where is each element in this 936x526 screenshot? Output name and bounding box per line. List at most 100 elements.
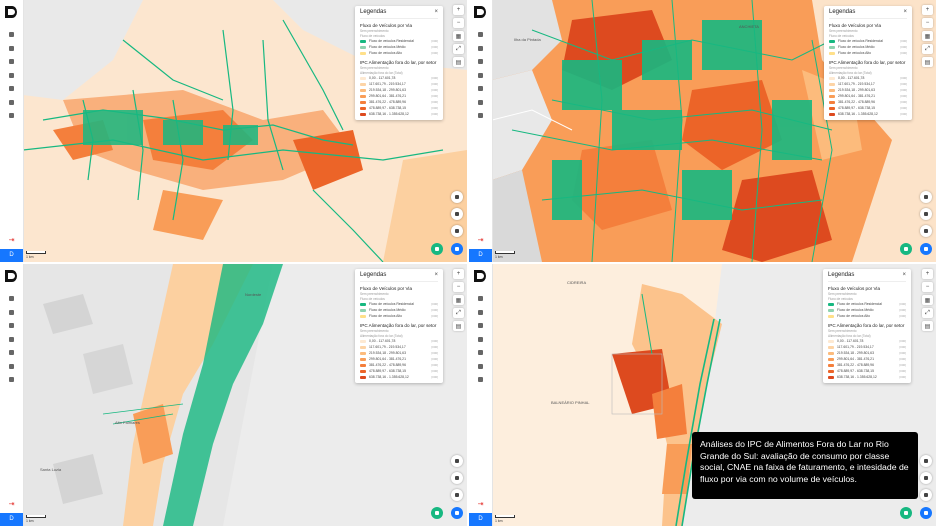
layers-tool-icon[interactable]: ▦ [453, 295, 464, 305]
zoom-out-icon[interactable]: − [453, 282, 464, 292]
zoom-out-icon[interactable]: − [922, 282, 933, 292]
print-icon[interactable] [920, 225, 932, 237]
nav-folder-icon[interactable] [6, 308, 17, 317]
logout-icon[interactable]: ⇥ [477, 501, 484, 508]
legend-item[interactable]: 219.534,18 - 299.801,63 [000] [360, 350, 438, 356]
legend-item[interactable]: Fluxo de veículos Médio [000] [828, 307, 906, 313]
legend-item[interactable]: 0,00 - 117.601,78 [000] [360, 75, 438, 81]
nav-grid-icon[interactable] [6, 84, 17, 93]
sidebar-footer[interactable]: D [0, 513, 23, 526]
legend-item[interactable]: 0,00 - 117.601,78 [000] [828, 338, 906, 344]
print-icon[interactable] [451, 489, 463, 501]
nav-layers-icon[interactable] [6, 321, 17, 330]
legend-item[interactable]: 0,00 - 117.601,78 [000] [829, 75, 907, 81]
legend-item[interactable]: Fluxo de veículos Residencial [000] [828, 301, 906, 307]
legend-item[interactable]: Fluxo de veículos Médio [000] [829, 44, 907, 50]
expand-icon[interactable]: ⤢ [922, 44, 933, 54]
nav-home-icon[interactable] [475, 294, 486, 303]
layers-tool-icon[interactable]: ▦ [922, 295, 933, 305]
whatsapp-icon[interactable] [431, 243, 443, 255]
legend-item[interactable]: 381.476,22 - 478.889,96 [000] [828, 362, 906, 368]
close-icon[interactable]: × [434, 9, 438, 15]
expand-icon[interactable]: ⤢ [453, 308, 464, 318]
legend-item[interactable]: Fluxo de veículos Alto [000] [829, 50, 907, 56]
grid-tool-icon[interactable]: ▤ [922, 57, 933, 67]
nav-help-icon[interactable] [475, 111, 486, 120]
close-icon[interactable]: × [902, 272, 906, 278]
nav-settings-icon[interactable] [475, 362, 486, 371]
expand-icon[interactable]: ⤢ [922, 308, 933, 318]
legend-item[interactable]: Fluxo de veículos Residencial [000] [829, 38, 907, 44]
whatsapp-icon[interactable] [431, 507, 443, 519]
legend-item[interactable]: 638.738,16 - 1.355.628,12 [000] [829, 111, 907, 117]
legend-item[interactable]: 381.476,22 - 478.889,96 [000] [360, 362, 438, 368]
nav-layers-icon[interactable] [475, 321, 486, 330]
nav-help-icon[interactable] [475, 375, 486, 384]
legend-item[interactable]: 117.601,79 - 219.534,17 [000] [828, 344, 906, 350]
nav-settings-icon[interactable] [475, 98, 486, 107]
nav-folder-icon[interactable] [6, 44, 17, 53]
chat-icon[interactable] [451, 507, 463, 519]
sidebar-footer[interactable]: D [469, 249, 492, 262]
legend-item[interactable]: 219.534,18 - 299.801,63 [000] [828, 350, 906, 356]
grid-tool-icon[interactable]: ▤ [453, 321, 464, 331]
zoom-in-icon[interactable]: + [922, 5, 933, 15]
logout-icon[interactable]: ⇥ [8, 237, 15, 244]
legend-item[interactable]: 117.601,79 - 219.534,17 [000] [829, 81, 907, 87]
sidebar-footer[interactable]: D [469, 513, 492, 526]
draw-icon[interactable] [451, 208, 463, 220]
chat-icon[interactable] [920, 243, 932, 255]
legend-item[interactable]: 117.601,79 - 219.534,17 [000] [360, 344, 438, 350]
measure-icon[interactable] [451, 191, 463, 203]
close-icon[interactable]: × [903, 9, 907, 15]
legend-item[interactable]: 219.534,18 - 299.801,63 [000] [829, 87, 907, 93]
whatsapp-icon[interactable] [900, 507, 912, 519]
legend-item[interactable]: Fluxo de veículos Médio [000] [360, 44, 438, 50]
legend-item[interactable]: 299.801,64 - 381.476,21 [000] [360, 93, 438, 99]
measure-icon[interactable] [451, 455, 463, 467]
legend-item[interactable]: 381.476,22 - 478.889,96 [000] [360, 99, 438, 105]
zoom-in-icon[interactable]: + [453, 5, 464, 15]
legend-item[interactable]: Fluxo de veículos Alto [000] [360, 313, 438, 319]
legend-item[interactable]: 638.738,16 - 1.355.628,12 [000] [828, 374, 906, 380]
nav-chart-icon[interactable] [6, 71, 17, 80]
print-icon[interactable] [920, 489, 932, 501]
nav-folder-icon[interactable] [475, 308, 486, 317]
legend-item[interactable]: Fluxo de veículos Residencial [000] [360, 38, 438, 44]
legend-item[interactable]: 478.889,97 - 638.738,15 [000] [360, 368, 438, 374]
legend-item[interactable]: 638.738,16 - 1.355.628,12 [000] [360, 374, 438, 380]
draw-icon[interactable] [920, 472, 932, 484]
legend-item[interactable]: 478.889,97 - 638.738,15 [000] [829, 105, 907, 111]
nav-folder-icon[interactable] [475, 44, 486, 53]
legend-item[interactable]: Fluxo de veículos Residencial [000] [360, 301, 438, 307]
legend-item[interactable]: 219.534,18 - 299.801,63 [000] [360, 87, 438, 93]
nav-home-icon[interactable] [6, 30, 17, 39]
zoom-in-icon[interactable]: + [922, 269, 933, 279]
layers-tool-icon[interactable]: ▦ [922, 31, 933, 41]
measure-icon[interactable] [920, 455, 932, 467]
nav-settings-icon[interactable] [6, 362, 17, 371]
legend-item[interactable]: 638.738,16 - 1.355.628,12 [000] [360, 111, 438, 117]
sidebar-footer[interactable]: D [0, 249, 23, 262]
whatsapp-icon[interactable] [900, 243, 912, 255]
grid-tool-icon[interactable]: ▤ [922, 321, 933, 331]
legend-item[interactable]: 381.476,22 - 478.889,96 [000] [829, 99, 907, 105]
zoom-out-icon[interactable]: − [453, 18, 464, 28]
legend-item[interactable]: 299.801,64 - 381.476,21 [000] [829, 93, 907, 99]
nav-chart-icon[interactable] [475, 335, 486, 344]
legend-item[interactable]: 299.801,64 - 381.476,21 [000] [360, 356, 438, 362]
nav-layers-icon[interactable] [475, 57, 486, 66]
draw-icon[interactable] [451, 472, 463, 484]
nav-layers-icon[interactable] [6, 57, 17, 66]
logout-icon[interactable]: ⇥ [477, 237, 484, 244]
nav-grid-icon[interactable] [475, 348, 486, 357]
grid-tool-icon[interactable]: ▤ [453, 57, 464, 67]
zoom-in-icon[interactable]: + [453, 269, 464, 279]
legend-item[interactable]: Fluxo de veículos Alto [000] [828, 313, 906, 319]
expand-icon[interactable]: ⤢ [453, 44, 464, 54]
legend-item[interactable]: 478.889,97 - 638.738,15 [000] [828, 368, 906, 374]
legend-item[interactable]: Fluxo de veículos Alto [000] [360, 50, 438, 56]
close-icon[interactable]: × [434, 272, 438, 278]
legend-item[interactable]: 0,00 - 117.601,78 [000] [360, 338, 438, 344]
nav-home-icon[interactable] [6, 294, 17, 303]
